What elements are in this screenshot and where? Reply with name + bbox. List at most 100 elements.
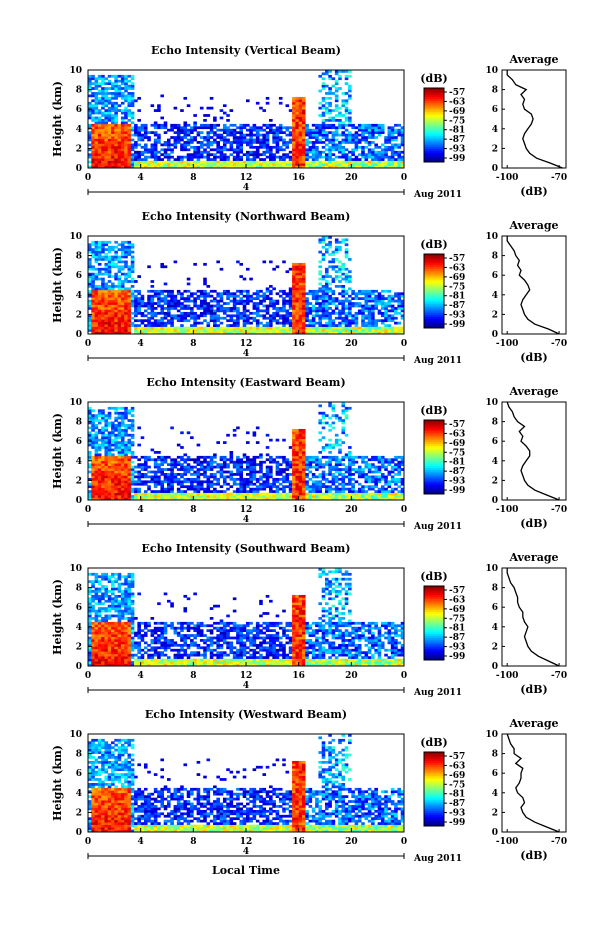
colorbar-tick-label: -75 xyxy=(449,780,465,790)
colorbar-tick-label: -75 xyxy=(449,614,465,624)
profile-line xyxy=(506,236,560,335)
colorbar-tick-label: -57 xyxy=(449,254,465,264)
y-axis-label: Height (km) xyxy=(51,579,64,655)
colorbar xyxy=(424,586,444,661)
colorbar-tick-label: -57 xyxy=(449,420,465,430)
profile-y-tick-label: 0 xyxy=(492,330,498,340)
x-tick-label: 0 xyxy=(85,671,91,681)
profile-x-tick-label: -100 xyxy=(496,505,519,515)
colorbar-tick-label: -87 xyxy=(449,799,465,809)
profile-y-tick-label: 0 xyxy=(492,828,498,838)
colorbar-tick-label: -57 xyxy=(449,586,465,596)
profile-x-tick-label: -100 xyxy=(496,173,519,183)
x-tick-label: 4 xyxy=(138,173,144,183)
chart-title: Echo Intensity (Southward Beam) xyxy=(142,542,351,555)
echo-intensity-field xyxy=(88,402,405,501)
profile-y-tick-label: 8 xyxy=(492,584,498,594)
date-label: Aug 2011 xyxy=(413,522,462,532)
y-tick-label: 6 xyxy=(76,603,82,613)
profile-y-tick-label: 0 xyxy=(492,496,498,506)
colorbar-title: (dB) xyxy=(420,404,447,417)
profile-x-label: (dB) xyxy=(520,517,547,530)
y-tick-label: 8 xyxy=(76,584,82,594)
profile-y-tick-label: 10 xyxy=(485,66,498,76)
x-tick-label: 20 xyxy=(345,339,358,349)
x-tick-label: 0 xyxy=(85,173,91,183)
profile-x-tick-label: -70 xyxy=(551,837,567,847)
x-tick-label: 20 xyxy=(345,173,358,183)
x-tick-label: 16 xyxy=(292,339,305,349)
x-tick-label: 20 xyxy=(345,837,358,847)
date-marker: 4 xyxy=(243,349,249,359)
date-label: Aug 2011 xyxy=(413,356,462,366)
x-tick-label: 0 xyxy=(401,505,407,515)
profile-y-tick-label: 8 xyxy=(492,750,498,760)
colorbar-tick-label: -57 xyxy=(449,752,465,762)
colorbar-title: (dB) xyxy=(420,238,447,251)
profile-line xyxy=(506,568,560,667)
x-tick-label: 0 xyxy=(401,671,407,681)
y-tick-label: 8 xyxy=(76,252,82,262)
profile-y-tick-label: 6 xyxy=(492,603,498,613)
profile-y-tick-label: 0 xyxy=(492,662,498,672)
profile-y-tick-label: 6 xyxy=(492,769,498,779)
profile-y-tick-label: 2 xyxy=(492,310,498,320)
profile-frame xyxy=(501,235,567,335)
x-tick-label: 4 xyxy=(138,339,144,349)
y-axis-label: Height (km) xyxy=(51,413,64,489)
profile-y-tick-label: 8 xyxy=(492,86,498,96)
colorbar-tick-label: -81 xyxy=(449,458,465,468)
chart-title: Echo Intensity (Westward Beam) xyxy=(145,708,347,721)
profile-title: Average xyxy=(508,219,558,232)
colorbar-tick-label: -63 xyxy=(449,429,465,439)
x-tick-label: 20 xyxy=(345,505,358,515)
colorbar-tick-label: -99 xyxy=(449,320,465,330)
profile-y-tick-label: 10 xyxy=(485,730,498,740)
y-tick-label: 2 xyxy=(76,808,82,818)
x-tick-label: 12 xyxy=(240,339,253,349)
x-tick-label: 0 xyxy=(85,505,91,515)
x-tick-label: 12 xyxy=(240,505,253,515)
profile-y-tick-label: 4 xyxy=(492,457,498,467)
y-tick-label: 0 xyxy=(76,496,82,506)
y-tick-label: 0 xyxy=(76,164,82,174)
y-tick-label: 2 xyxy=(76,476,82,486)
y-tick-label: 2 xyxy=(76,310,82,320)
date-marker: 4 xyxy=(243,515,249,525)
colorbar-tick-label: -63 xyxy=(449,263,465,273)
profile-frame xyxy=(501,69,567,169)
x-tick-label: 16 xyxy=(292,173,305,183)
date-label: Aug 2011 xyxy=(413,688,462,698)
colorbar-tick-label: -93 xyxy=(449,643,465,653)
y-tick-label: 10 xyxy=(69,66,82,76)
profile-x-tick-label: -70 xyxy=(551,505,567,515)
colorbar-title: (dB) xyxy=(420,570,447,583)
x-tick-label: 8 xyxy=(190,837,196,847)
colorbar-frame xyxy=(423,253,445,329)
colorbar xyxy=(424,254,444,329)
profile-line xyxy=(506,70,563,169)
colorbar-tick-label: -63 xyxy=(449,761,465,771)
colorbar-title: (dB) xyxy=(420,72,447,85)
x-tick-label: 20 xyxy=(345,671,358,681)
x-tick-label: 16 xyxy=(292,505,305,515)
profile-x-tick-label: -100 xyxy=(496,837,519,847)
colorbar-tick-label: -93 xyxy=(449,145,465,155)
panel-5: Echo Intensity (Westward Beam) 0 2 4 6 8 10 Hei… xyxy=(51,708,567,877)
colorbar-frame xyxy=(423,751,445,827)
profile-x-label: (dB) xyxy=(520,351,547,364)
colorbar-tick-label: -75 xyxy=(449,448,465,458)
y-tick-label: 8 xyxy=(76,750,82,760)
colorbar-frame xyxy=(423,87,445,163)
date-marker: 4 xyxy=(243,847,249,857)
profile-y-tick-label: 4 xyxy=(492,623,498,633)
x-tick-label: 8 xyxy=(190,339,196,349)
profile-frame xyxy=(501,401,567,501)
y-tick-label: 0 xyxy=(76,330,82,340)
echo-intensity-field xyxy=(88,734,405,833)
profile-y-tick-label: 6 xyxy=(492,105,498,115)
colorbar-tick-label: -87 xyxy=(449,301,465,311)
y-tick-label: 6 xyxy=(76,105,82,115)
y-tick-label: 4 xyxy=(76,457,82,467)
y-tick-label: 2 xyxy=(76,144,82,154)
